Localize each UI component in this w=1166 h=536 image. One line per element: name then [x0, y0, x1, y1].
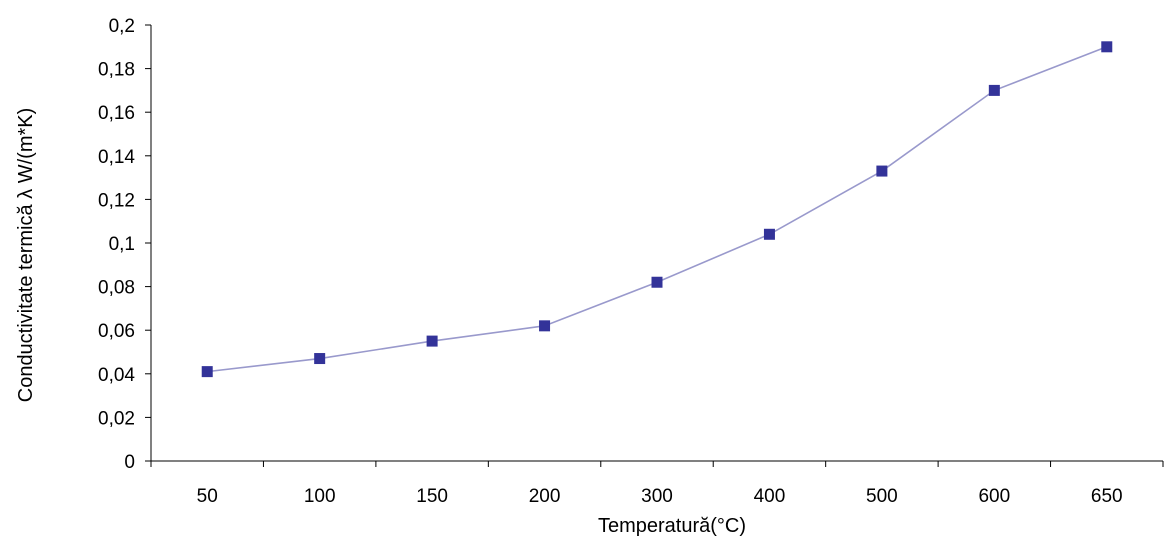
y-tick-label: 0,12	[98, 190, 135, 211]
x-tick-label: 150	[416, 486, 448, 507]
data-point-marker	[988, 84, 1000, 96]
x-axis-title: Temperatură(°C)	[598, 515, 746, 536]
y-axis-title: Conductivitate termică λ W/(m*K)	[15, 108, 37, 403]
x-axis-ticks: 50 100 150 200 300 400 500 600 650	[150, 461, 1164, 507]
data-point-marker	[201, 366, 213, 378]
x-tick-label: 500	[866, 486, 898, 507]
y-tick-label: 0,1	[109, 234, 135, 255]
y-tick-label: 0,18	[98, 60, 135, 81]
x-tick-label: 300	[641, 486, 673, 507]
x-tick-label: 50	[197, 486, 218, 507]
data-point-marker	[763, 228, 775, 240]
y-tick-label: 0,04	[98, 365, 135, 386]
y-tick-label: 0,14	[98, 147, 135, 168]
y-tick-label: 0	[124, 452, 135, 473]
y-tick-label: 0,16	[98, 103, 135, 124]
data-point-marker	[651, 276, 663, 288]
x-tick-label: 200	[529, 486, 561, 507]
x-tick-label: 100	[304, 486, 336, 507]
x-tick-label: 650	[1091, 486, 1123, 507]
series-line	[207, 46, 1108, 373]
series-group	[201, 41, 1113, 378]
data-point-marker	[1101, 41, 1113, 53]
data-point-marker	[314, 353, 326, 365]
data-point-marker	[539, 320, 551, 332]
y-axis-ticks: 0 0,02 0,04 0,06 0,08 0,1 0,12 0,14 0,16 0,18 0,2	[98, 16, 151, 473]
y-tick-label: 0,06	[98, 321, 135, 342]
x-tick-label: 600	[978, 486, 1010, 507]
data-point-marker	[426, 335, 438, 347]
y-tick-label: 0,08	[98, 278, 135, 299]
y-tick-label: 0,02	[98, 408, 135, 429]
y-tick-label: 0,2	[109, 16, 135, 37]
x-tick-label: 400	[754, 486, 786, 507]
data-point-marker	[876, 165, 888, 177]
